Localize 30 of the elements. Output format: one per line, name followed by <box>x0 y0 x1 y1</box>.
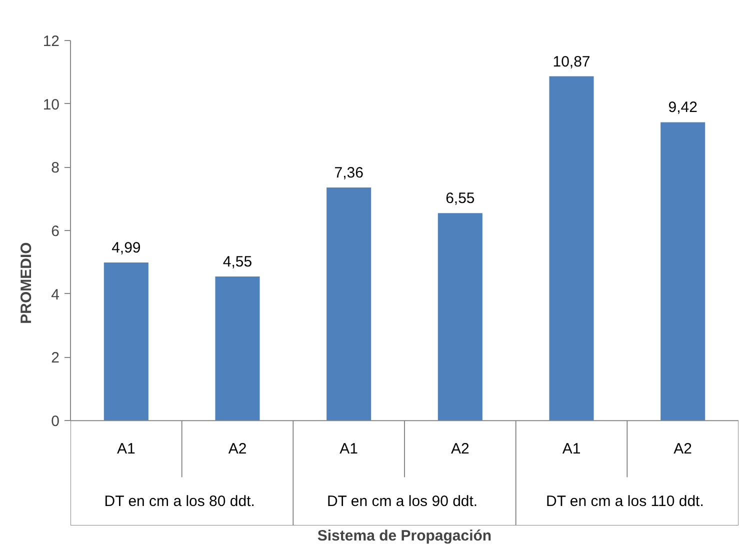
x-tick-label: A2 <box>674 440 692 458</box>
y-tick-label: 8 <box>51 160 60 177</box>
data-label: 9,42 <box>668 99 698 116</box>
y-axis-title: PROMEDIO <box>18 242 35 324</box>
x-tick-label: A1 <box>116 440 136 458</box>
x-axis-title: Sistema de Propagación <box>317 528 492 544</box>
data-label: 4,99 <box>112 240 141 257</box>
x-tick-label: A1 <box>340 440 358 458</box>
data-label: 6,55 <box>446 190 475 208</box>
bar <box>438 213 482 421</box>
y-tick-label: 6 <box>51 223 60 240</box>
y-tick-label: 0 <box>51 413 60 430</box>
y-tick-label: 12 <box>42 33 60 50</box>
data-label: 4,55 <box>222 253 252 270</box>
data-label: 10,87 <box>552 53 590 70</box>
y-tick-label: 2 <box>51 350 60 367</box>
text: DT en cm a los 110 ddt. <box>546 492 704 510</box>
text: DT en cm a los 90 ddt. <box>326 492 478 510</box>
y-tick-label: 10 <box>42 96 60 114</box>
x-tick-label: A2 <box>450 440 470 458</box>
bar <box>549 76 594 421</box>
data-label: 7,36 <box>334 164 364 182</box>
x-tick-label: A2 <box>228 440 247 458</box>
y-tick-label: 4 <box>51 286 60 304</box>
x-tick-label: A1 <box>562 440 581 458</box>
text: DT en cm a los 80 ddt. <box>104 492 255 510</box>
bar <box>215 276 260 421</box>
bar <box>326 187 372 421</box>
bar <box>660 122 706 421</box>
bar <box>104 262 148 421</box>
